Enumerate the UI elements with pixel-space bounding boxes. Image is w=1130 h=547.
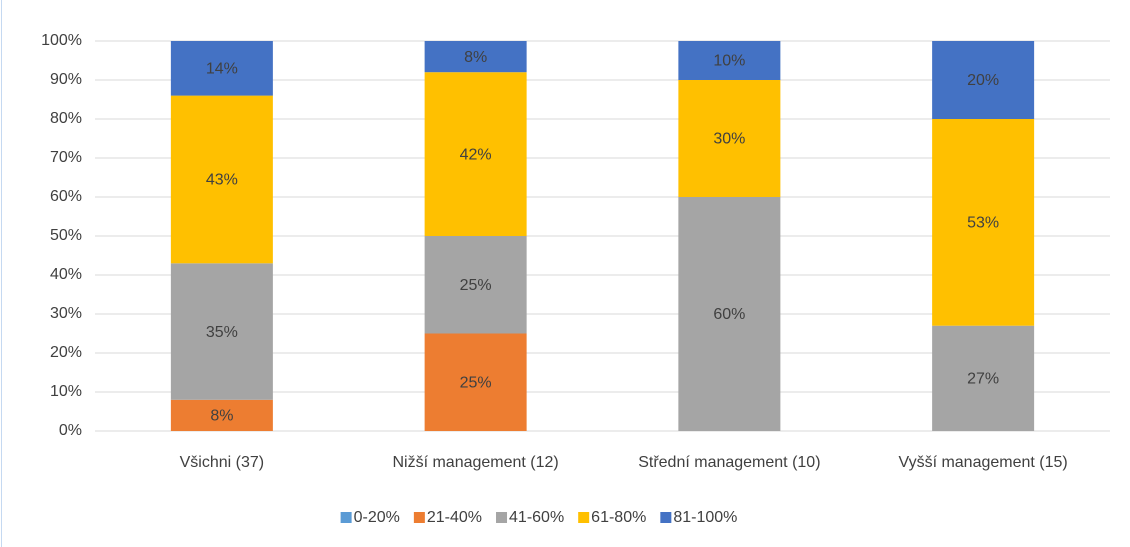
data-label: 20% (967, 72, 999, 89)
bar-segment (678, 80, 781, 197)
legend-label: 61-80% (591, 509, 646, 526)
legend-swatch (660, 512, 672, 523)
y-tick-label: 30% (50, 305, 82, 322)
legend-label: 81-100% (673, 509, 737, 526)
data-label: 42% (460, 146, 492, 163)
legend-swatch (413, 512, 425, 523)
legend-label: 21-40% (427, 509, 482, 526)
bar-segment (424, 236, 527, 334)
data-label: 35% (206, 324, 238, 341)
bar-segment (170, 95, 273, 264)
y-tick-label: 70% (50, 149, 82, 166)
y-tick-label: 10% (50, 383, 82, 400)
y-tick-label: 90% (50, 71, 82, 88)
bar-segment (678, 197, 781, 431)
data-label: 53% (967, 215, 999, 232)
bar-segment (424, 41, 527, 73)
legend-swatch (578, 512, 590, 523)
legend-label: 0-20% (354, 509, 400, 526)
data-label: 30% (713, 131, 745, 148)
data-label: 10% (713, 53, 745, 70)
bar-segment (932, 41, 1035, 119)
legend-label: 41-60% (509, 509, 564, 526)
bar-segment (932, 119, 1035, 326)
y-tick-label: 80% (50, 110, 82, 127)
y-tick-label: 20% (50, 344, 82, 361)
y-tick-label: 40% (50, 266, 82, 283)
data-label: 60% (713, 306, 745, 323)
y-tick-label: 60% (50, 188, 82, 205)
bar-segment (424, 72, 527, 236)
bar-segment (678, 41, 781, 80)
x-tick-label: Střední management (10) (638, 454, 820, 471)
y-tick-label: 50% (50, 227, 82, 244)
bar-segment (932, 325, 1035, 431)
data-label: 25% (460, 374, 492, 391)
y-tick-label: 0% (59, 422, 82, 439)
bar-segment (170, 41, 273, 96)
x-tick-label: Všichni (37) (180, 454, 264, 471)
x-tick-label: Vyšší management (15) (898, 454, 1067, 471)
x-tick-label: Nižší management (12) (392, 454, 558, 471)
y-tick-label: 100% (41, 32, 82, 49)
bar-segment (170, 399, 273, 431)
data-label: 14% (206, 61, 238, 78)
bar-segment (170, 263, 273, 400)
data-label: 8% (464, 49, 487, 66)
data-label: 8% (210, 408, 233, 425)
legend-swatch (496, 512, 508, 523)
data-label: 43% (206, 172, 238, 189)
data-label: 25% (460, 277, 492, 294)
legend-swatch (340, 512, 352, 523)
bar-segment (424, 333, 527, 431)
data-label: 27% (967, 371, 999, 388)
